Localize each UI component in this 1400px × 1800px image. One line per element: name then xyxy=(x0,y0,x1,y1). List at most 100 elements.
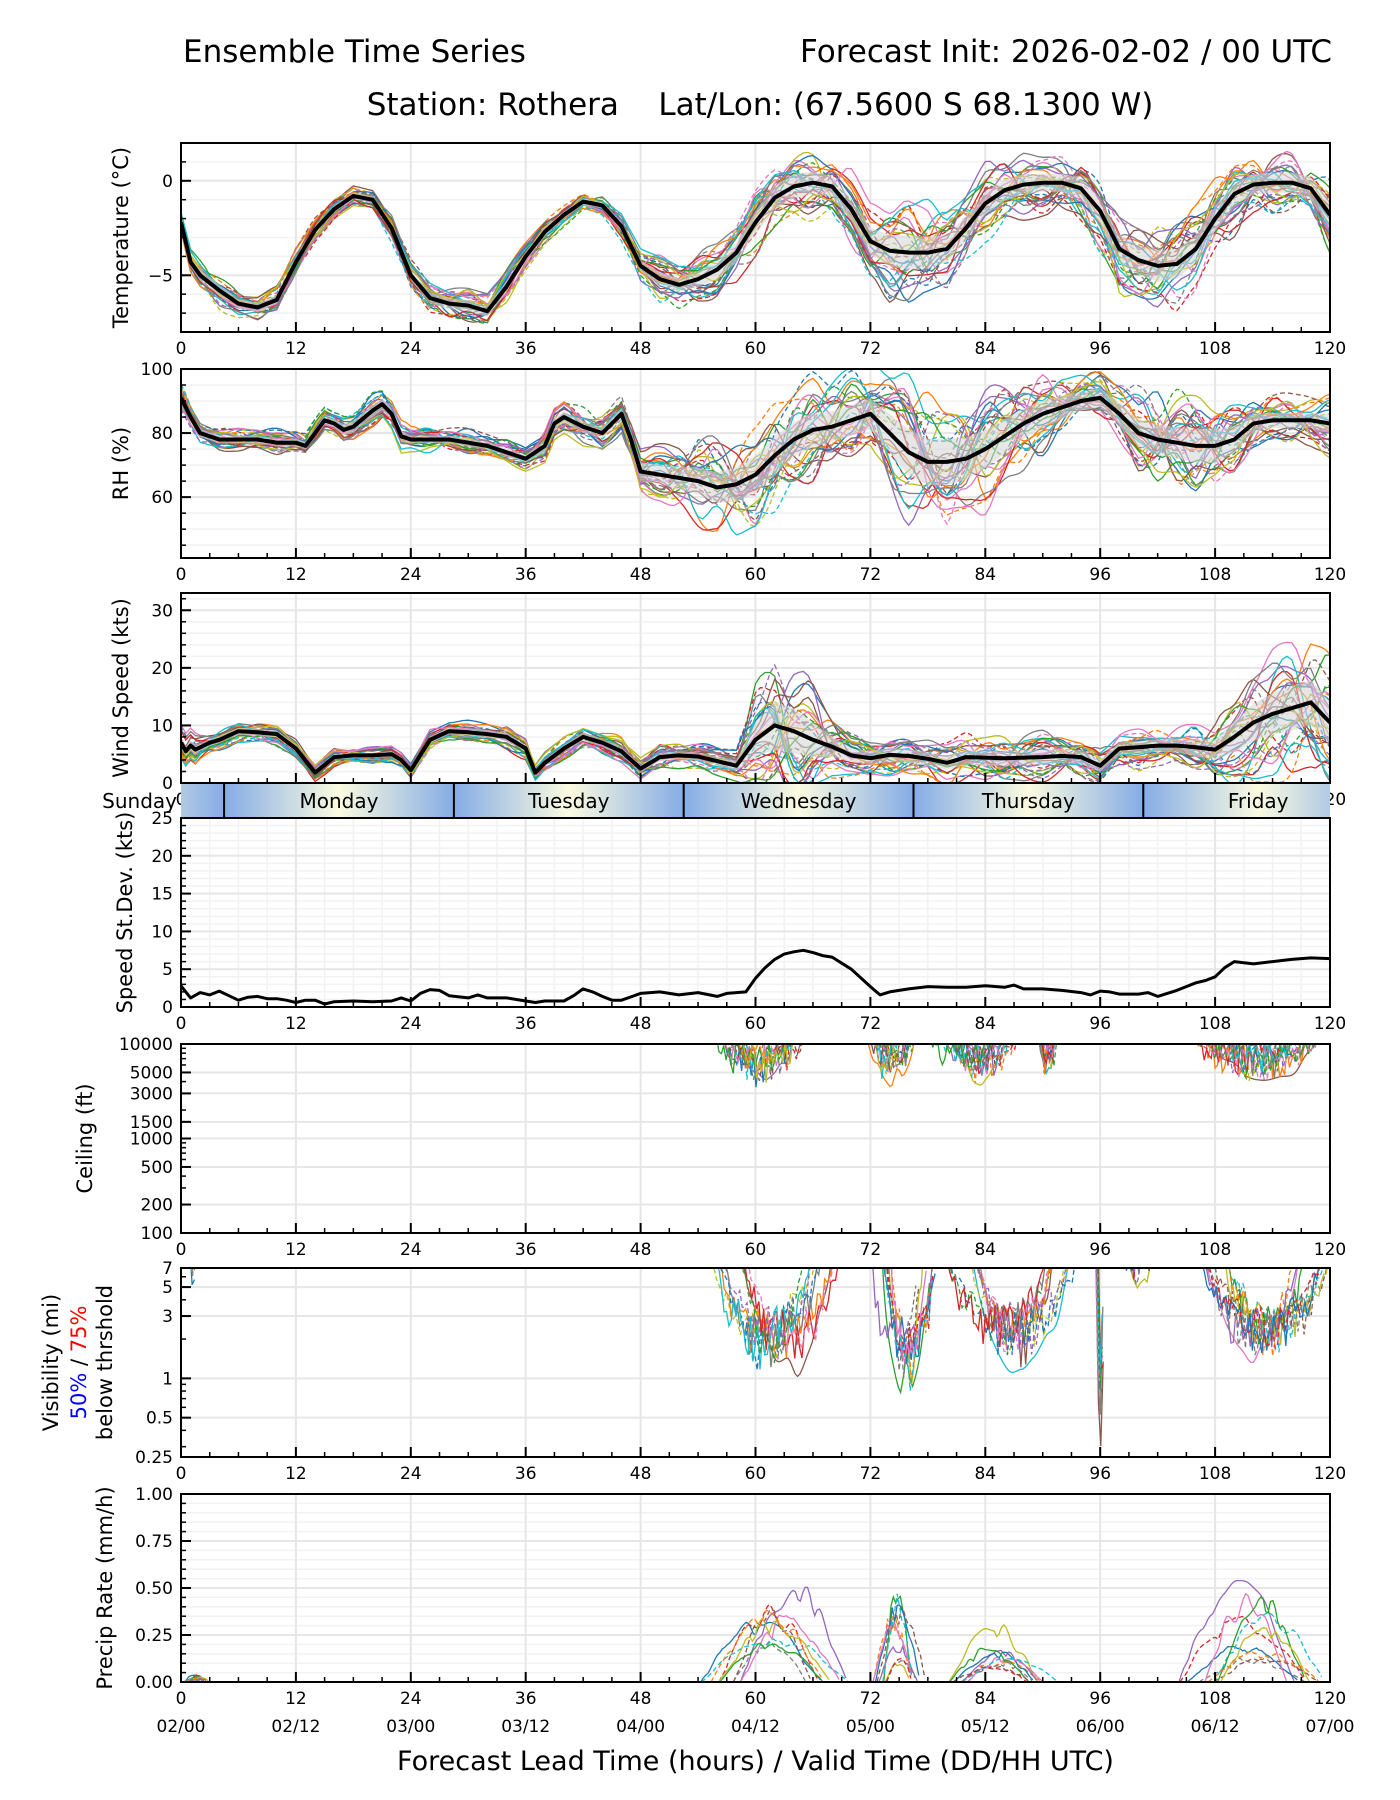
station-label: Station: Rothera Lat/Lon: (67.5600 S 68.… xyxy=(366,87,1154,123)
ensemble-member-line xyxy=(181,388,1330,496)
y-axis-label: Visibility (mi) xyxy=(39,1294,63,1431)
y-tick-label: 200 xyxy=(141,1196,173,1216)
ensemble-member-line xyxy=(739,1586,847,1682)
day-label: Tuesday xyxy=(527,789,610,813)
y-tick-label: 5 xyxy=(162,960,173,980)
day-label: Wednesday xyxy=(741,789,857,813)
valid-time-tick-label: 04/12 xyxy=(731,1717,780,1737)
ensemble-member-line xyxy=(1179,1615,1305,1682)
day-label: Monday xyxy=(300,789,379,813)
ensemble-member-line xyxy=(188,1242,195,1245)
day-segment xyxy=(913,784,1144,817)
x-ticks xyxy=(180,1223,1331,1233)
ensemble-member-line xyxy=(978,1268,1046,1345)
ensemble-member-line xyxy=(870,1044,904,1073)
ensemble-member-line xyxy=(886,1268,920,1347)
ensemble-member-line xyxy=(1122,1241,1151,1263)
ensemble-member-line xyxy=(875,1044,898,1079)
x-tick-label: 108 xyxy=(1199,565,1231,585)
x-tick-label: 60 xyxy=(745,1240,767,1260)
y-tick-label: 10000 xyxy=(119,1035,173,1055)
ensemble-mean-line xyxy=(181,395,1330,490)
x-tick-label: 108 xyxy=(1199,1689,1231,1709)
ensemble-member-line xyxy=(1121,1239,1157,1266)
x-tick-label: 120 xyxy=(1314,1464,1346,1484)
x-tick-label: 72 xyxy=(860,1014,882,1034)
y-axis-label: Temperature (°C) xyxy=(109,147,133,329)
x-tick-label: 48 xyxy=(630,1464,652,1484)
ensemble-member-line xyxy=(744,1268,839,1359)
ensemble-member-line xyxy=(1228,1268,1293,1357)
x-tick-label: 48 xyxy=(630,1014,652,1034)
x-tick-label: 96 xyxy=(1089,1014,1111,1034)
ensemble-member-line xyxy=(1132,1268,1141,1286)
y-tick-label: 100 xyxy=(141,360,173,380)
x-tick-label: 84 xyxy=(974,1240,996,1260)
ensemble-member-line xyxy=(979,1268,1050,1353)
y-tick-label: 0 xyxy=(162,998,173,1018)
ensemble-member-line xyxy=(1230,1044,1302,1074)
ensemble-member-line xyxy=(732,1608,811,1682)
threshold-75-label: 75% xyxy=(67,1306,91,1353)
ensemble-member-line xyxy=(886,1268,935,1357)
x-tick-label: 0 xyxy=(176,1240,187,1260)
ensemble-member-line xyxy=(1207,1650,1319,1682)
plot-area xyxy=(181,948,1330,1006)
ensemble-mean-line xyxy=(181,700,1330,775)
ensemble-member-line xyxy=(953,1651,1034,1682)
x-tick-label: 36 xyxy=(515,565,537,585)
x-tick-label: 36 xyxy=(515,1464,537,1484)
valid-time-tick-label: 05/12 xyxy=(961,1717,1010,1737)
y-axis-label: RH (%) xyxy=(109,427,133,500)
x-tick-label: 0 xyxy=(176,1014,187,1034)
ensemble-member-line xyxy=(950,1268,1075,1356)
y-tick-label: 7 xyxy=(162,1259,173,1279)
threshold-legend-label: 50% / 75% xyxy=(67,1306,91,1420)
ensemble-member-line xyxy=(719,1642,824,1682)
x-tick-label: 72 xyxy=(860,565,882,585)
x-tick-label: 36 xyxy=(515,1240,537,1260)
ensemble-member-line xyxy=(1186,1645,1298,1682)
x-axis-label: Forecast Lead Time (hours) / Valid Time … xyxy=(397,1746,1114,1777)
ensemble-member-line xyxy=(1125,1268,1133,1273)
x-tick-label: 0 xyxy=(176,339,187,359)
x-tick-label: 120 xyxy=(1314,1689,1346,1709)
ensemble-member-line xyxy=(890,1268,927,1363)
ensemble-member-line xyxy=(960,1661,1041,1682)
y-tick-label: 5000 xyxy=(130,1063,173,1083)
day-label: Thursday xyxy=(981,789,1075,813)
x-ticks xyxy=(180,773,1331,783)
x-tick-label: 24 xyxy=(400,339,422,359)
y-tick-label: 1000 xyxy=(130,1130,173,1150)
ensemble-member-line xyxy=(948,1623,1038,1682)
ensemble-member-line xyxy=(1129,1268,1151,1290)
day-segment xyxy=(453,784,684,817)
ensemble-member-line xyxy=(724,1044,802,1072)
y-tick-label: 0.5 xyxy=(146,1409,173,1429)
x-tick-label: 96 xyxy=(1089,339,1111,359)
x-tick-label: 60 xyxy=(745,1464,767,1484)
ensemble-member-line xyxy=(181,690,1330,780)
x-tick-label: 72 xyxy=(860,1689,882,1709)
ensemble-member-line xyxy=(966,1661,1033,1682)
x-tick-label: 108 xyxy=(1199,1014,1231,1034)
day-segment xyxy=(181,784,225,817)
panel-wind_speed: 012243648607284961081200102030Wind Speed… xyxy=(109,592,1346,810)
ensemble-member-line xyxy=(948,1268,1045,1348)
panel-precip_rate: 0 12 24 36 48 60 72 84 96 108 120 0.00 0.25 0.50 0.75 1… xyxy=(93,1485,1346,1709)
y-tick-label: 0.50 xyxy=(135,1579,173,1599)
x-tick-label: 48 xyxy=(630,565,652,585)
valid-time-tick-label: 04/00 xyxy=(616,1717,665,1737)
y-ticks xyxy=(181,817,191,1008)
plot-area xyxy=(181,150,1330,324)
ensemble-member-line xyxy=(1041,1044,1054,1065)
ensemble-member-line xyxy=(188,1241,198,1254)
y-ticks xyxy=(181,368,191,546)
ensemble-member-line xyxy=(952,1665,1030,1682)
x-ticks xyxy=(180,1672,1331,1682)
y-tick-label: 1 xyxy=(162,1369,173,1389)
y-ticks xyxy=(181,1267,191,1458)
ensemble-member-line xyxy=(961,1657,1057,1682)
ensemble-member-line xyxy=(187,1240,194,1264)
y-tick-label: 0.25 xyxy=(135,1626,173,1646)
